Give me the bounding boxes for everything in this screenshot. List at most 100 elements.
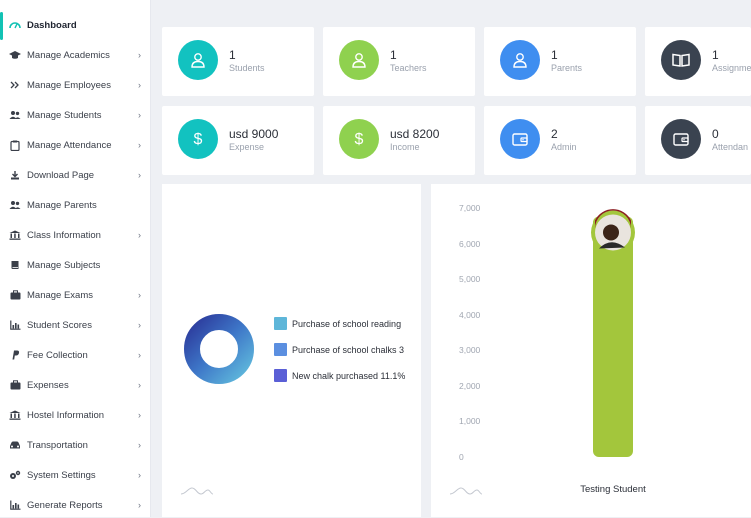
bar-chart-icon <box>8 499 22 511</box>
chevron-right-icon: › <box>138 140 141 150</box>
stat-card-students[interactable]: 1 Students <box>162 27 314 96</box>
chevron-right-icon: › <box>138 170 141 180</box>
stat-label: Income <box>390 142 420 152</box>
chevron-right-icon: › <box>138 350 141 360</box>
briefcase-icon <box>8 379 22 391</box>
briefcase-icon <box>8 289 22 301</box>
legend-label: New chalk purchased 11.1% <box>292 370 406 381</box>
stat-card-parents[interactable]: 1 Parents <box>484 27 636 96</box>
chevron-right-icon: › <box>138 50 141 60</box>
sidebar-item-label: Transportation <box>27 439 88 451</box>
stat-label: Parents <box>551 63 583 73</box>
graduation-cap-icon <box>8 49 22 61</box>
stat-card-teachers[interactable]: 1 Teachers <box>323 27 475 96</box>
y-tick-label: 4,000 <box>459 309 481 320</box>
sidebar-item-student-scores[interactable]: Student Scores › <box>0 312 150 338</box>
sidebar-item-manage-attendance[interactable]: Manage Attendance › <box>0 132 150 158</box>
sidebar-item-manage-parents[interactable]: Manage Parents <box>0 192 150 218</box>
car-icon <box>8 439 22 451</box>
stat-card-income[interactable]: $ usd 8200 Income <box>323 106 475 175</box>
stat-label: Attendan <box>712 142 749 152</box>
sidebar-item-label: Manage Exams <box>27 289 94 301</box>
chevron-right-icon: › <box>138 110 141 120</box>
sidebar-item-manage-employees[interactable]: Manage Employees › <box>0 72 150 98</box>
book-open-icon <box>661 40 701 80</box>
stat-value: 2 <box>551 127 558 141</box>
sidebar-item-manage-exams[interactable]: Manage Exams › <box>0 282 150 308</box>
y-tick-label: 2,000 <box>459 380 481 391</box>
stat-label: Teachers <box>390 63 427 73</box>
sidebar-item-transportation[interactable]: Transportation › <box>0 432 150 458</box>
legend-label: Purchase of school chalks 3 <box>292 344 405 355</box>
legend-swatch <box>274 317 287 330</box>
y-tick-label: 7,000 <box>459 203 481 213</box>
y-tick-label: 3,000 <box>459 345 481 356</box>
sidebar-item-generate-reports[interactable]: Generate Reports › <box>0 492 150 518</box>
stat-value: 1 <box>229 48 236 62</box>
legend-swatch <box>274 343 287 356</box>
stat-value: 0 <box>712 127 719 141</box>
sidebar-item-label: Generate Reports <box>27 499 103 511</box>
sidebar-item-label: Expenses <box>27 379 69 391</box>
sidebar-item-manage-subjects[interactable]: Manage Subjects <box>0 252 150 278</box>
users-icon <box>8 199 22 211</box>
donut-ring <box>184 314 254 384</box>
stat-card-admin[interactable]: 2 Admin <box>484 106 636 175</box>
legend-label: Purchase of school reading <box>292 318 402 329</box>
legend-swatch <box>274 369 287 382</box>
dashboard-icon <box>8 19 22 31</box>
bar-chart-icon <box>8 319 22 331</box>
sidebar-item-hostel-information[interactable]: Hostel Information › <box>0 402 150 428</box>
legend-item[interactable]: Purchase of school reading <box>274 317 414 330</box>
stat-card-attendan[interactable]: 0 Attendan <box>645 106 751 175</box>
chevron-right-icon: › <box>138 500 141 510</box>
y-tick-label: 1,000 <box>459 416 481 427</box>
cogs-icon <box>8 469 22 481</box>
user-icon <box>178 40 218 80</box>
sidebar-item-manage-academics[interactable]: Manage Academics › <box>0 42 150 68</box>
sidebar-item-system-settings[interactable]: System Settings › <box>0 462 150 488</box>
expense-donut-panel <box>162 184 421 517</box>
chevron-right-icon: › <box>138 290 141 300</box>
svg-text:$: $ <box>194 131 203 148</box>
sidebar-item-label: Fee Collection <box>27 349 88 361</box>
sidebar-item-label: Manage Students <box>27 109 102 121</box>
chevron-right-icon: › <box>138 470 141 480</box>
sidebar-item-fee-collection[interactable]: Fee Collection › <box>0 342 150 368</box>
panel-wave-icon <box>180 487 214 495</box>
stat-value: 1 <box>390 48 397 62</box>
wallet-icon <box>661 119 701 159</box>
legend-item[interactable]: New chalk purchased 11.1% <box>274 369 414 382</box>
chevron-right-icon: › <box>138 80 141 90</box>
sidebar-item-label: Dashboard <box>27 19 77 31</box>
sidebar-item-label: Manage Academics <box>27 49 110 61</box>
book-icon <box>8 259 22 271</box>
sidebar-item-download-page[interactable]: Download Page › <box>0 162 150 188</box>
stat-label: Students <box>229 63 265 73</box>
sidebar-item-class-information[interactable]: Class Information › <box>0 222 150 248</box>
stat-card-assignme[interactable]: 1 Assignme <box>645 27 751 96</box>
sidebar-item-expenses[interactable]: Expenses › <box>0 372 150 398</box>
panel-wave-icon <box>449 487 483 495</box>
user-icon <box>500 40 540 80</box>
stat-value: usd 9000 <box>229 127 279 141</box>
stat-value: 1 <box>551 48 558 62</box>
sidebar-item-dashboard[interactable]: Dashboard <box>0 12 150 38</box>
stat-label: Assignme <box>712 63 751 73</box>
chevron-right-icon: › <box>138 230 141 240</box>
y-tick-label: 6,000 <box>459 238 481 249</box>
institution-icon <box>8 229 22 241</box>
clipboard-icon <box>8 139 22 151</box>
stat-card-expense[interactable]: $ usd 9000 Expense <box>162 106 314 175</box>
sidebar-item-manage-students[interactable]: Manage Students › <box>0 102 150 128</box>
legend-item[interactable]: Purchase of school chalks 3 <box>274 343 414 356</box>
top-bar <box>160 0 751 12</box>
chevron-right-icon: › <box>138 380 141 390</box>
sidebar-item-label: System Settings <box>27 469 96 481</box>
stat-label: Admin <box>551 142 577 152</box>
sidebar-item-label: Download Page <box>27 169 95 181</box>
sidebar-item-label: Student Scores <box>27 319 92 331</box>
y-tick-label: 0 <box>459 452 464 462</box>
bar[interactable] <box>593 216 633 457</box>
sidebar-item-label: Manage Subjects <box>27 259 101 271</box>
